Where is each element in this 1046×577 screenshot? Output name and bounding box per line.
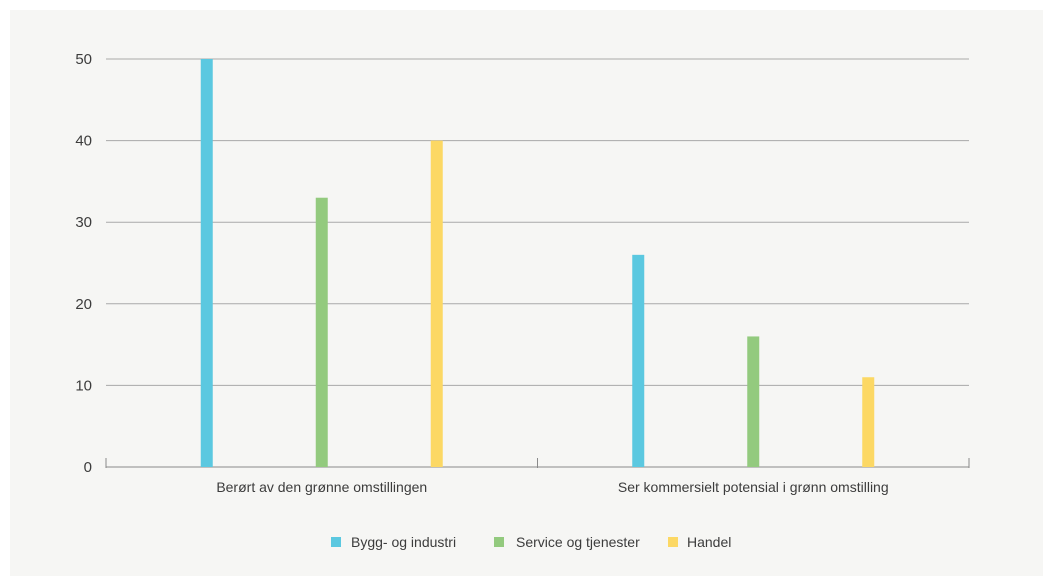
bar bbox=[862, 377, 875, 467]
legend-swatch bbox=[668, 537, 678, 547]
legend-label: Handel bbox=[687, 534, 731, 550]
y-tick-label: 40 bbox=[75, 133, 92, 150]
y-tick-label: 10 bbox=[75, 377, 92, 394]
bar bbox=[747, 336, 760, 467]
bar bbox=[315, 197, 328, 467]
y-tick-label: 50 bbox=[75, 51, 92, 68]
bar-chart: 0 10 20 30 40 50 Berørt av den grønne omstilli… bbox=[75, 51, 970, 550]
bar bbox=[430, 140, 443, 467]
bar bbox=[632, 254, 645, 467]
legend-label: Service og tjenester bbox=[516, 534, 640, 550]
chart-panel: 0 10 20 30 40 50 Berørt av den grønne omstilli… bbox=[10, 10, 1043, 576]
y-tick-label: 20 bbox=[75, 296, 92, 313]
legend-label: Bygg- og industri bbox=[351, 534, 456, 550]
y-tick-label: 0 bbox=[84, 459, 92, 476]
bar bbox=[200, 59, 213, 467]
category-label: Berørt av den grønne omstillingen bbox=[216, 479, 427, 495]
legend-swatch bbox=[494, 537, 504, 547]
legend-swatch bbox=[331, 537, 341, 547]
y-tick-label: 30 bbox=[75, 214, 92, 231]
category-label: Ser kommersielt potensial i grønn omstil… bbox=[618, 479, 889, 495]
